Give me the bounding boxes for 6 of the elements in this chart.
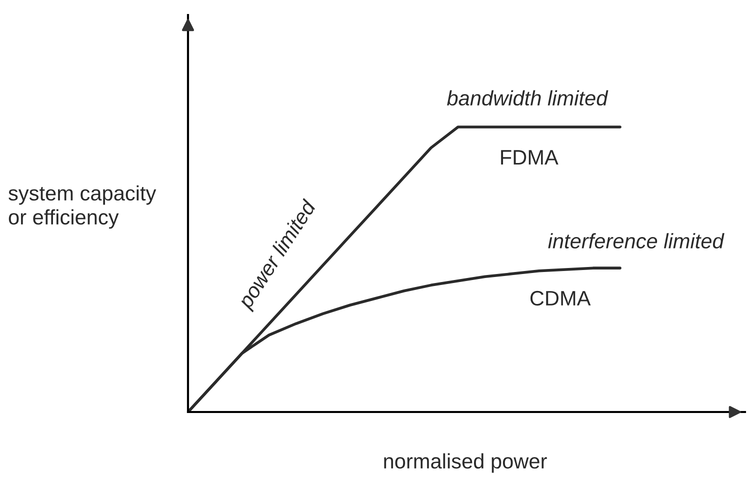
series-label: CDMA	[530, 290, 591, 306]
series-label: FDMA	[501, 150, 558, 164]
y-axis-title: system capacity or efficiency	[8, 185, 156, 229]
annotation: interference limited	[548, 233, 724, 248]
text: bandwidth limited	[447, 90, 608, 106]
x-axis-title: normalised power	[384, 453, 547, 473]
